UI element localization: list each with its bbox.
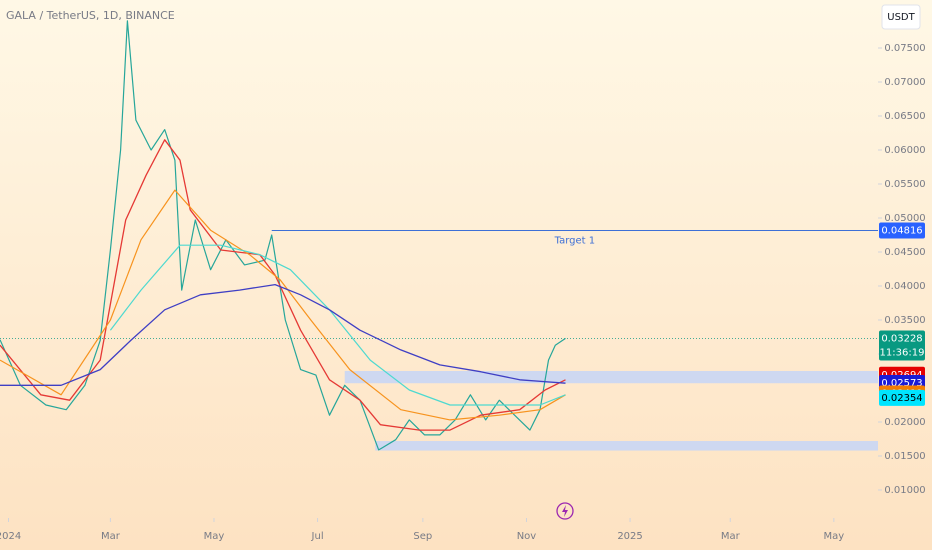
y-tick-label: 0.04000 xyxy=(884,281,925,292)
y-tick-label: 0.03500 xyxy=(884,315,925,326)
price-label: 0.02354 xyxy=(881,393,922,404)
y-tick-label: 0.06500 xyxy=(884,111,925,122)
price-label: 0.02573 xyxy=(881,378,922,389)
x-tick-label: 2025 xyxy=(617,531,642,542)
series-line xyxy=(0,139,566,431)
x-tick-label: Mar xyxy=(721,531,741,542)
current-price-box xyxy=(879,330,925,361)
x-tick-label: Nov xyxy=(517,531,537,542)
zone xyxy=(375,441,878,451)
zone xyxy=(344,370,879,384)
price-label: 0.04816 xyxy=(881,226,922,237)
price-label-box xyxy=(879,222,925,239)
currency-button[interactable] xyxy=(881,4,921,30)
y-tick-label: 0.07000 xyxy=(884,77,925,88)
y-tick-label: 0.01000 xyxy=(884,485,925,496)
y-tick-label: 0.07500 xyxy=(884,43,925,54)
countdown-label: 11:36:19 xyxy=(880,347,925,358)
x-tick-label: May xyxy=(204,531,225,542)
y-tick-label: 0.05500 xyxy=(884,179,925,190)
series-line xyxy=(0,189,566,421)
y-tick-label: 0.04500 xyxy=(884,247,925,258)
x-tick-label: Mar xyxy=(101,531,121,542)
x-tick-label: Sep xyxy=(413,531,432,542)
series-line xyxy=(0,283,566,386)
current-price-label: 0.03228 xyxy=(881,333,922,344)
chart-title: GALA / TetherUS, 1D, BINANCE xyxy=(6,9,175,22)
price-label-box xyxy=(879,389,925,406)
x-tick-label: May xyxy=(824,531,845,542)
target-label: Target 1 xyxy=(554,236,595,247)
y-tick-label: 0.05000 xyxy=(884,213,925,224)
x-tick-label: 2024 xyxy=(0,531,21,542)
event-icon[interactable] xyxy=(556,502,574,520)
event-icon-bolt xyxy=(562,505,568,517)
y-tick-label: 0.02000 xyxy=(884,417,925,428)
x-tick-label: Jul xyxy=(311,531,324,542)
y-tick-label: 0.01500 xyxy=(884,451,925,462)
currency-label[interactable]: USDT xyxy=(887,12,915,23)
y-tick-label: 0.06000 xyxy=(884,145,925,156)
